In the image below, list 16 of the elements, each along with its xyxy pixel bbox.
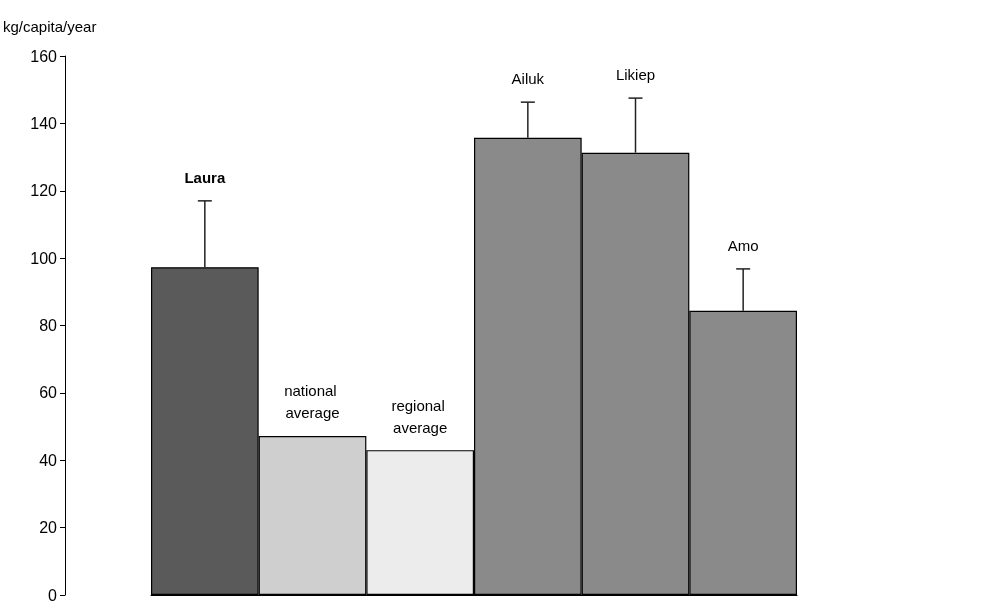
x-tick-label: Laura xyxy=(184,168,226,186)
x-tick-label: regional average xyxy=(391,396,449,436)
y-tick-label: 0 xyxy=(48,586,58,603)
y-tick-label: 20 xyxy=(39,519,58,537)
x-tick-label: Amo xyxy=(727,237,759,255)
y-tick-label: 80 xyxy=(39,317,58,334)
x-tick-label: national average xyxy=(284,382,341,422)
x-tick-label: Ailuk xyxy=(511,70,545,88)
y-tick-label: 40 xyxy=(39,451,58,469)
y-axis-title: kg/capita/year xyxy=(3,18,97,35)
y-tick-label: 120 xyxy=(30,182,58,200)
y-tick-label: 160 xyxy=(30,47,58,65)
y-tick-label: 100 xyxy=(30,249,58,267)
x-tick-label: Likiep xyxy=(615,66,656,84)
y-tick-label: 60 xyxy=(39,384,58,402)
y-tick-label: 140 xyxy=(30,114,58,132)
